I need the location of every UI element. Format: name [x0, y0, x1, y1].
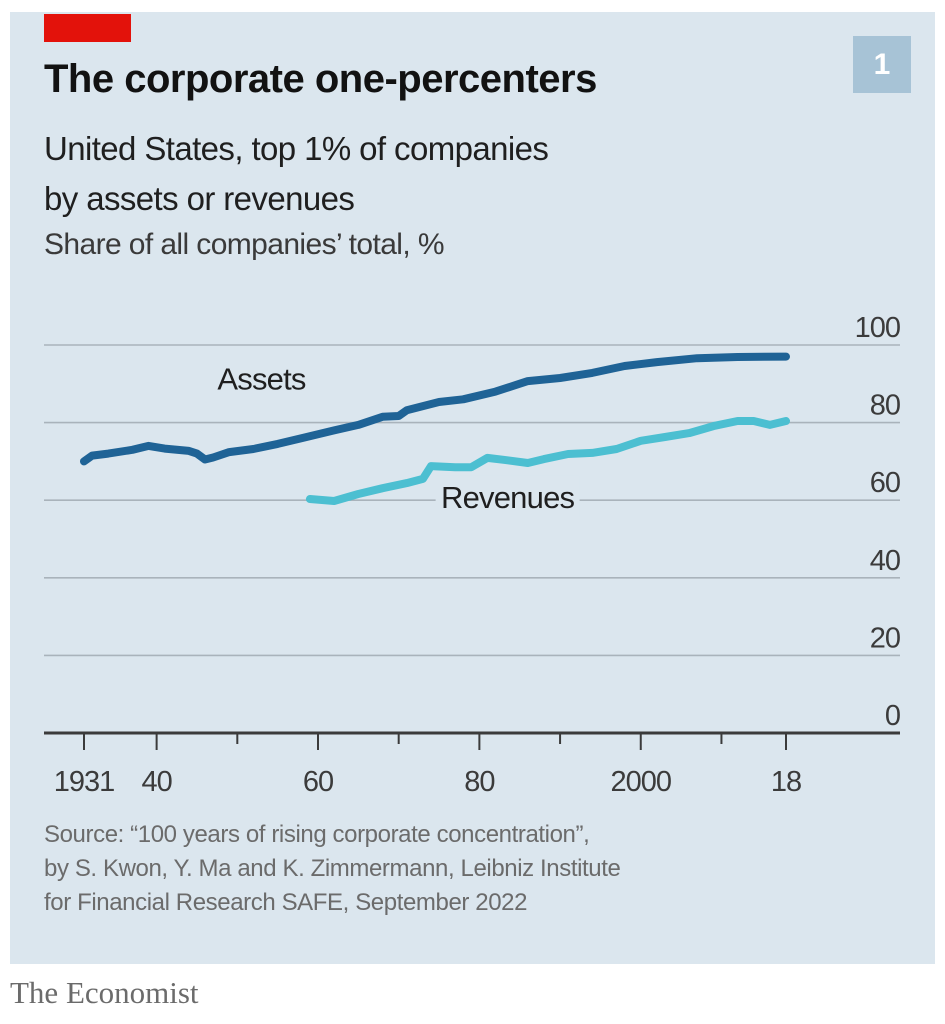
series-line-revenues [305, 417, 790, 505]
y-axis-labels: 0 20 40 60 80 100 [855, 312, 901, 732]
brand-red-tag [44, 14, 131, 42]
x-tick-label: 40 [141, 766, 171, 798]
y-tick-label: 60 [870, 467, 900, 499]
unit-label: Share of all companies’ total, % [44, 228, 445, 261]
y-tick-label: 0 [885, 700, 900, 732]
x-tick-label: 80 [464, 766, 494, 798]
subtitle-line: by assets or revenues [44, 180, 355, 217]
economist-logo: The Economist [10, 975, 199, 1010]
series-lines [80, 352, 790, 505]
series-line-assets [80, 352, 790, 466]
source-line: Source: “100 years of rising corporate c… [44, 821, 590, 848]
y-tick-label: 40 [870, 545, 900, 577]
x-tick-label: 60 [303, 766, 333, 798]
series-label-revenues: Revenues [441, 480, 574, 515]
source-line: by S. Kwon, Y. Ma and K. Zimmermann, Lei… [44, 855, 621, 882]
chart-title: The corporate one-percenters [44, 57, 597, 101]
y-tick-label: 80 [870, 390, 900, 422]
label-knockout [205, 357, 319, 400]
y-tick-label: 20 [870, 622, 900, 654]
x-tick-label: 1931 [54, 766, 115, 798]
x-tick-label: 2000 [611, 766, 672, 798]
source-line: for Financial Research SAFE, September 2… [44, 889, 528, 916]
y-tick-label: 100 [855, 312, 900, 344]
series-labels: Assets Revenues [205, 357, 580, 518]
chart-subtitle: United States, top 1% of companies by as… [44, 124, 549, 224]
subtitle-line: United States, top 1% of companies [44, 130, 549, 167]
x-tick-label: 18 [771, 766, 801, 798]
label-knockout [435, 475, 580, 518]
x-axis: 1931 40 60 80 2000 18 [44, 731, 900, 798]
source-note: Source: “100 years of rising corporate c… [44, 818, 621, 920]
series-label-assets: Assets [217, 362, 306, 397]
chart-number-badge: 1 [853, 36, 911, 93]
